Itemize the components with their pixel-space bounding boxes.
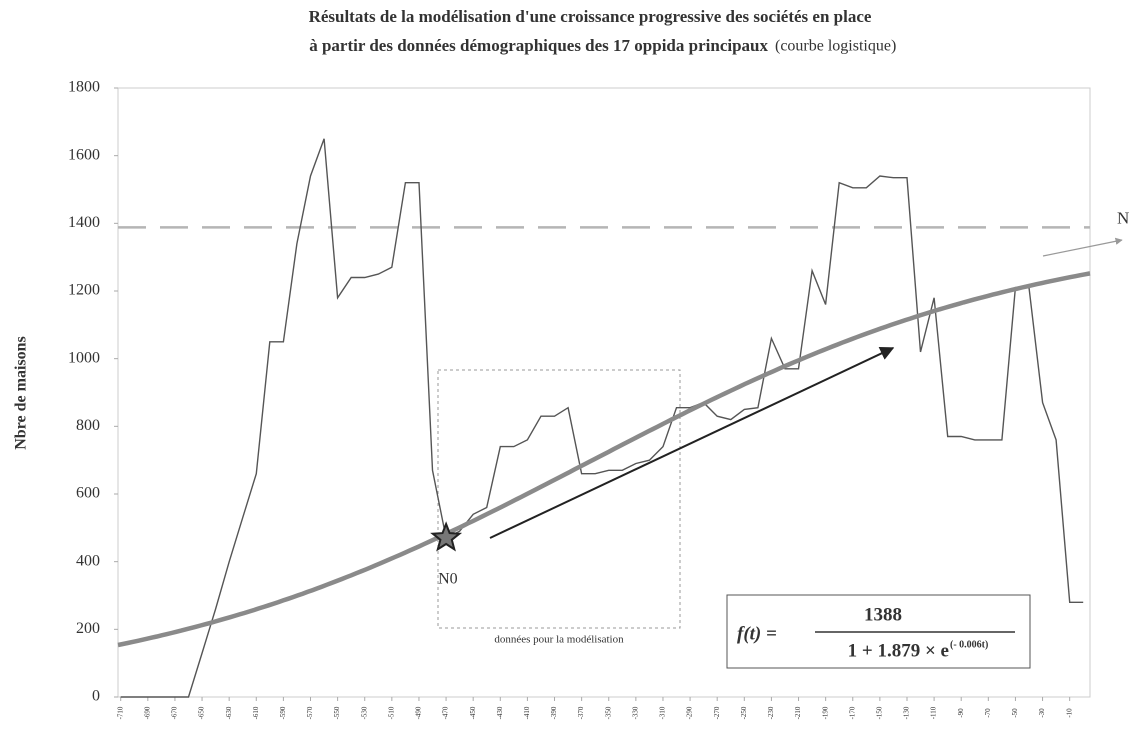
y-tick-label: 200 xyxy=(76,620,100,637)
plot-frame xyxy=(117,87,1091,698)
y-tick-label: 1600 xyxy=(68,146,100,163)
x-tick-label: -610 xyxy=(252,706,260,719)
x-tick-label: -630 xyxy=(225,706,233,719)
model-window-label: données pour la modélisation xyxy=(494,634,624,646)
x-tick-label: -10 xyxy=(1065,708,1073,718)
y-tick-label: 1400 xyxy=(68,214,100,231)
x-tick-label: -450 xyxy=(469,706,477,719)
n-label: N xyxy=(1117,208,1129,227)
x-tick-label: -190 xyxy=(821,706,829,719)
x-tick-label: -270 xyxy=(713,706,721,719)
formula-exponent: (- 0.006t) xyxy=(950,639,988,650)
x-tick-label: -670 xyxy=(171,706,179,719)
n0-star xyxy=(430,521,463,552)
x-tick-label: -510 xyxy=(387,706,395,719)
x-tick-label: -150 xyxy=(875,706,883,719)
x-tick-label: -470 xyxy=(442,706,450,719)
x-tick-label: -130 xyxy=(903,706,911,719)
x-tick-label: -430 xyxy=(496,706,504,719)
y-tick-label: 800 xyxy=(76,417,100,434)
x-tick-label: -90 xyxy=(957,708,965,718)
x-tick-label: -30 xyxy=(1038,708,1046,718)
formula-lhs: f(t) = xyxy=(737,623,777,644)
y-tick-label: 400 xyxy=(76,552,100,569)
y-tick-label: 1200 xyxy=(68,282,100,299)
data-line xyxy=(120,138,1084,698)
y-axis-label: Nbre de maisons xyxy=(13,336,30,450)
y-tick-label: 600 xyxy=(76,485,100,502)
x-tick-label: -390 xyxy=(550,706,558,719)
n-arrow xyxy=(1042,237,1123,257)
x-tick-label: -530 xyxy=(360,706,368,719)
x-tick-label: -650 xyxy=(198,706,206,719)
x-tick-label: -310 xyxy=(659,706,667,719)
x-tick-label: -70 xyxy=(984,708,992,718)
x-tick-label: -50 xyxy=(1011,708,1019,718)
x-tick-label: -230 xyxy=(767,706,775,719)
x-tick-label: -570 xyxy=(306,706,314,719)
formula-denominator: 1 + 1.879 × e xyxy=(848,640,949,661)
n0-label: N0 xyxy=(438,571,458,588)
x-tick-label: -330 xyxy=(631,706,639,719)
x-tick-label: -250 xyxy=(740,706,748,719)
x-tick-label: -370 xyxy=(577,706,585,719)
x-tick-label: -490 xyxy=(415,706,423,719)
x-tick-label: -690 xyxy=(143,706,151,719)
y-tick-label: 1000 xyxy=(68,349,100,366)
x-tick-label: -290 xyxy=(686,706,694,719)
chart-title: à partir des données démographiques des … xyxy=(309,36,768,55)
x-tick-label: -550 xyxy=(333,706,341,719)
y-tick-label: 1800 xyxy=(68,79,100,96)
x-tick-label: -210 xyxy=(794,706,802,719)
x-tick-label: -170 xyxy=(848,706,856,719)
logistic-curve xyxy=(117,271,1091,648)
x-tick-label: -410 xyxy=(523,706,531,719)
x-tick-label: -350 xyxy=(604,706,612,719)
model-window xyxy=(437,369,681,629)
x-tick-label: -590 xyxy=(279,706,287,719)
x-tick-label: -110 xyxy=(930,706,938,719)
x-tick-label: -710 xyxy=(116,706,124,719)
chart-subtitle: (courbe logistique) xyxy=(775,38,896,55)
y-tick-label: 0 xyxy=(92,688,100,705)
chart-title: Résultats de la modélisation d'une crois… xyxy=(309,7,872,26)
trend-arrow xyxy=(489,347,895,539)
formula-numerator: 1388 xyxy=(864,604,902,625)
